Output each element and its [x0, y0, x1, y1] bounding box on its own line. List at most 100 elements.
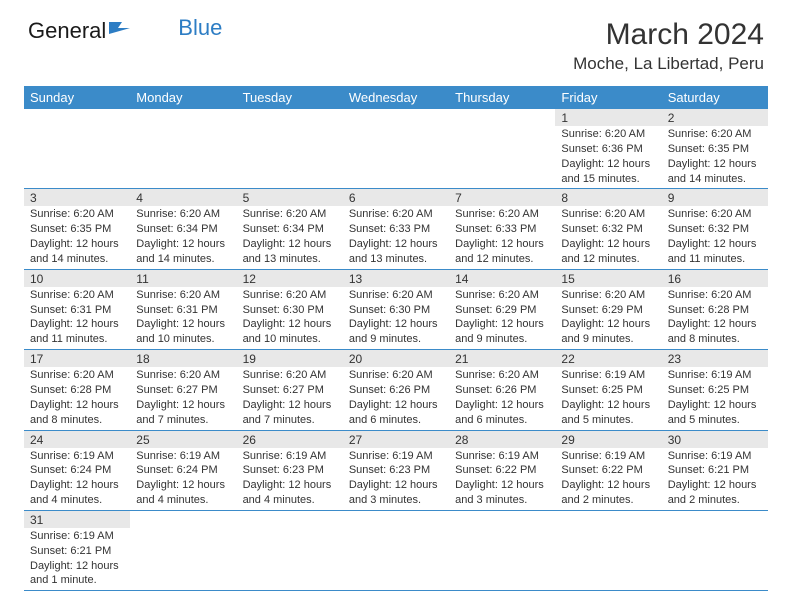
sunset-text: Sunset: 6:26 PM	[349, 383, 443, 398]
calendar-cell: 7Sunrise: 6:20 AMSunset: 6:33 PMDaylight…	[449, 189, 555, 269]
day-content: Sunrise: 6:19 AMSunset: 6:21 PMDaylight:…	[662, 448, 768, 510]
calendar-cell: 19Sunrise: 6:20 AMSunset: 6:27 PMDayligh…	[237, 350, 343, 430]
day-number: 19	[237, 350, 343, 367]
sunrise-text: Sunrise: 6:20 AM	[136, 207, 230, 222]
day-number: 22	[555, 350, 661, 367]
header: General Blue March 2024 Moche, La Libert…	[0, 0, 792, 82]
logo: General Blue	[28, 18, 222, 44]
month-title: March 2024	[573, 18, 764, 52]
sunrise-text: Sunrise: 6:20 AM	[455, 368, 549, 383]
day-number: 21	[449, 350, 555, 367]
day-content: Sunrise: 6:20 AMSunset: 6:32 PMDaylight:…	[555, 206, 661, 268]
sunset-text: Sunset: 6:21 PM	[30, 544, 124, 559]
sunset-text: Sunset: 6:35 PM	[668, 142, 762, 157]
sunset-text: Sunset: 6:33 PM	[455, 222, 549, 237]
sunrise-text: Sunrise: 6:19 AM	[668, 449, 762, 464]
day-number: 28	[449, 431, 555, 448]
title-block: March 2024 Moche, La Libertad, Peru	[573, 18, 764, 74]
daylight-text: Daylight: 12 hours and 2 minutes.	[668, 478, 762, 508]
weekday-header-row: SundayMondayTuesdayWednesdayThursdayFrid…	[24, 86, 768, 109]
day-number: 29	[555, 431, 661, 448]
sunset-text: Sunset: 6:24 PM	[30, 463, 124, 478]
daylight-text: Daylight: 12 hours and 10 minutes.	[136, 317, 230, 347]
day-content: Sunrise: 6:20 AMSunset: 6:27 PMDaylight:…	[237, 367, 343, 429]
sunrise-text: Sunrise: 6:20 AM	[455, 288, 549, 303]
calendar-cell: 20Sunrise: 6:20 AMSunset: 6:26 PMDayligh…	[343, 350, 449, 430]
calendar-row: 3Sunrise: 6:20 AMSunset: 6:35 PMDaylight…	[24, 189, 768, 269]
daylight-text: Daylight: 12 hours and 3 minutes.	[455, 478, 549, 508]
sunset-text: Sunset: 6:21 PM	[668, 463, 762, 478]
weekday-header: Sunday	[24, 86, 130, 109]
sunrise-text: Sunrise: 6:19 AM	[136, 449, 230, 464]
logo-text-blue: Blue	[178, 15, 222, 41]
sunrise-text: Sunrise: 6:20 AM	[349, 368, 443, 383]
calendar-cell	[343, 510, 449, 590]
daylight-text: Daylight: 12 hours and 12 minutes.	[561, 237, 655, 267]
day-content: Sunrise: 6:20 AMSunset: 6:31 PMDaylight:…	[130, 287, 236, 349]
sunset-text: Sunset: 6:24 PM	[136, 463, 230, 478]
sunrise-text: Sunrise: 6:20 AM	[243, 288, 337, 303]
daylight-text: Daylight: 12 hours and 6 minutes.	[349, 398, 443, 428]
calendar-cell: 28Sunrise: 6:19 AMSunset: 6:22 PMDayligh…	[449, 430, 555, 510]
day-content: Sunrise: 6:20 AMSunset: 6:33 PMDaylight:…	[449, 206, 555, 268]
day-content: Sunrise: 6:20 AMSunset: 6:26 PMDaylight:…	[449, 367, 555, 429]
day-number: 15	[555, 270, 661, 287]
sunset-text: Sunset: 6:27 PM	[243, 383, 337, 398]
calendar-cell: 31Sunrise: 6:19 AMSunset: 6:21 PMDayligh…	[24, 510, 130, 590]
calendar-cell	[555, 510, 661, 590]
day-number: 24	[24, 431, 130, 448]
day-number: 25	[130, 431, 236, 448]
day-content: Sunrise: 6:19 AMSunset: 6:25 PMDaylight:…	[662, 367, 768, 429]
daylight-text: Daylight: 12 hours and 7 minutes.	[136, 398, 230, 428]
day-content: Sunrise: 6:19 AMSunset: 6:23 PMDaylight:…	[343, 448, 449, 510]
sunset-text: Sunset: 6:36 PM	[561, 142, 655, 157]
calendar-cell	[237, 109, 343, 189]
daylight-text: Daylight: 12 hours and 12 minutes.	[455, 237, 549, 267]
weekday-header: Friday	[555, 86, 661, 109]
sunset-text: Sunset: 6:34 PM	[243, 222, 337, 237]
sunrise-text: Sunrise: 6:20 AM	[349, 207, 443, 222]
day-content: Sunrise: 6:19 AMSunset: 6:25 PMDaylight:…	[555, 367, 661, 429]
calendar-cell: 9Sunrise: 6:20 AMSunset: 6:32 PMDaylight…	[662, 189, 768, 269]
day-content: Sunrise: 6:19 AMSunset: 6:23 PMDaylight:…	[237, 448, 343, 510]
day-content: Sunrise: 6:20 AMSunset: 6:31 PMDaylight:…	[24, 287, 130, 349]
daylight-text: Daylight: 12 hours and 3 minutes.	[349, 478, 443, 508]
sunrise-text: Sunrise: 6:20 AM	[30, 288, 124, 303]
day-content: Sunrise: 6:20 AMSunset: 6:29 PMDaylight:…	[449, 287, 555, 349]
day-content: Sunrise: 6:20 AMSunset: 6:30 PMDaylight:…	[343, 287, 449, 349]
location: Moche, La Libertad, Peru	[573, 54, 764, 74]
sunset-text: Sunset: 6:22 PM	[455, 463, 549, 478]
sunset-text: Sunset: 6:28 PM	[668, 303, 762, 318]
daylight-text: Daylight: 12 hours and 8 minutes.	[668, 317, 762, 347]
calendar-cell: 14Sunrise: 6:20 AMSunset: 6:29 PMDayligh…	[449, 269, 555, 349]
daylight-text: Daylight: 12 hours and 5 minutes.	[561, 398, 655, 428]
sunset-text: Sunset: 6:32 PM	[668, 222, 762, 237]
day-content: Sunrise: 6:20 AMSunset: 6:33 PMDaylight:…	[343, 206, 449, 268]
daylight-text: Daylight: 12 hours and 14 minutes.	[30, 237, 124, 267]
calendar-cell: 18Sunrise: 6:20 AMSunset: 6:27 PMDayligh…	[130, 350, 236, 430]
sunset-text: Sunset: 6:34 PM	[136, 222, 230, 237]
day-number: 14	[449, 270, 555, 287]
weekday-header: Tuesday	[237, 86, 343, 109]
daylight-text: Daylight: 12 hours and 9 minutes.	[349, 317, 443, 347]
calendar-cell: 26Sunrise: 6:19 AMSunset: 6:23 PMDayligh…	[237, 430, 343, 510]
day-number: 12	[237, 270, 343, 287]
day-number: 4	[130, 189, 236, 206]
sunset-text: Sunset: 6:31 PM	[30, 303, 124, 318]
day-number: 8	[555, 189, 661, 206]
day-content: Sunrise: 6:19 AMSunset: 6:22 PMDaylight:…	[449, 448, 555, 510]
day-number: 30	[662, 431, 768, 448]
day-content: Sunrise: 6:20 AMSunset: 6:32 PMDaylight:…	[662, 206, 768, 268]
daylight-text: Daylight: 12 hours and 11 minutes.	[668, 237, 762, 267]
day-number: 27	[343, 431, 449, 448]
calendar-cell: 27Sunrise: 6:19 AMSunset: 6:23 PMDayligh…	[343, 430, 449, 510]
sunrise-text: Sunrise: 6:19 AM	[561, 449, 655, 464]
day-number: 3	[24, 189, 130, 206]
day-number: 10	[24, 270, 130, 287]
calendar-cell: 29Sunrise: 6:19 AMSunset: 6:22 PMDayligh…	[555, 430, 661, 510]
calendar-cell: 1Sunrise: 6:20 AMSunset: 6:36 PMDaylight…	[555, 109, 661, 189]
day-number: 11	[130, 270, 236, 287]
sunset-text: Sunset: 6:28 PM	[30, 383, 124, 398]
sunrise-text: Sunrise: 6:20 AM	[455, 207, 549, 222]
calendar-cell: 3Sunrise: 6:20 AMSunset: 6:35 PMDaylight…	[24, 189, 130, 269]
